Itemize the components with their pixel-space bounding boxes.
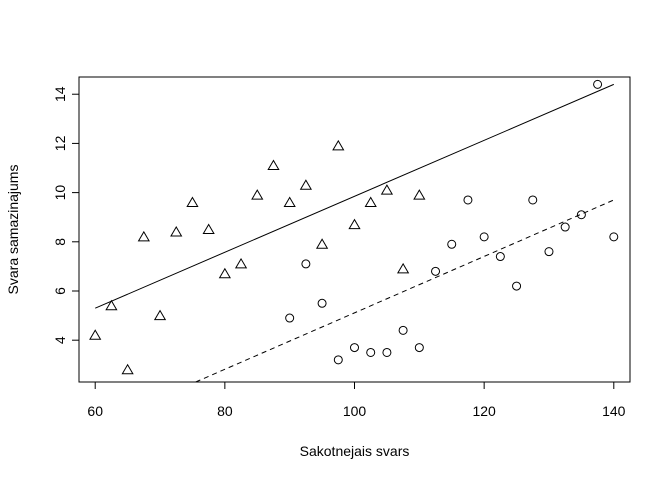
x-tick-label: 60 [87, 403, 103, 419]
data-point-circle [285, 313, 295, 323]
data-point-triangle [396, 262, 410, 274]
plot-frame [78, 76, 631, 383]
data-point-circle [366, 347, 376, 357]
data-point-circle [609, 232, 619, 242]
data-point-triangle [283, 196, 296, 207]
x-tick-label: 140 [602, 403, 626, 419]
fit-line-series-1 [95, 83, 614, 309]
data-point-circle [431, 266, 441, 276]
data-point-circle [398, 325, 408, 335]
data-point-circle [350, 343, 359, 353]
y-axis-title: Svara samazinajums [5, 165, 21, 295]
x-tick-label: 120 [472, 403, 496, 419]
data-point-triangle [89, 329, 102, 340]
x-tick-label: 100 [343, 403, 367, 419]
y-tick-label: 12 [52, 135, 68, 151]
data-point-triangle [105, 299, 118, 311]
data-point-triangle [153, 309, 167, 321]
x-tick-label: 80 [217, 403, 233, 419]
data-point-triangle [121, 363, 134, 375]
y-tick-label: 14 [52, 86, 68, 102]
data-point-circle [544, 247, 554, 257]
data-point-circle [317, 298, 327, 308]
data-point-circle [560, 222, 570, 232]
data-point-circle [495, 252, 505, 262]
data-point-triangle [332, 139, 345, 151]
data-point-circle [528, 195, 538, 205]
data-point-triangle [315, 238, 329, 249]
y-tick-label: 6 [52, 287, 68, 295]
data-point-triangle [234, 257, 248, 269]
fit-line-series-2 [195, 199, 614, 383]
data-point-circle [463, 195, 473, 205]
data-point-triangle [137, 230, 150, 242]
chart-marks [89, 79, 619, 383]
data-point-triangle [299, 179, 313, 190]
data-point-circle [301, 259, 311, 269]
data-point-circle [512, 281, 522, 291]
data-point-circle [447, 239, 457, 249]
data-point-triangle [413, 189, 426, 200]
data-point-triangle [348, 218, 361, 230]
data-point-triangle [202, 223, 215, 234]
data-point-circle [414, 343, 424, 353]
x-axis-title: Sakotnejais svars [300, 443, 410, 459]
data-point-circle [593, 79, 603, 89]
chart-axes: 60 80 100 120 140 4 6 8 10 12 14 [52, 86, 626, 419]
data-point-circle [479, 232, 489, 242]
data-point-circle [576, 210, 586, 220]
y-tick-label: 4 [52, 336, 68, 344]
y-tick-label: 10 [52, 185, 68, 201]
y-tick-label: 8 [52, 238, 68, 246]
data-point-triangle [218, 267, 231, 279]
data-point-circle [382, 347, 392, 357]
data-point-triangle [186, 196, 199, 207]
data-point-circle [333, 355, 343, 365]
data-point-triangle [251, 189, 264, 200]
data-point-triangle [170, 225, 183, 237]
data-point-triangle [380, 184, 394, 195]
data-point-triangle [267, 159, 280, 171]
data-point-triangle [364, 196, 377, 207]
